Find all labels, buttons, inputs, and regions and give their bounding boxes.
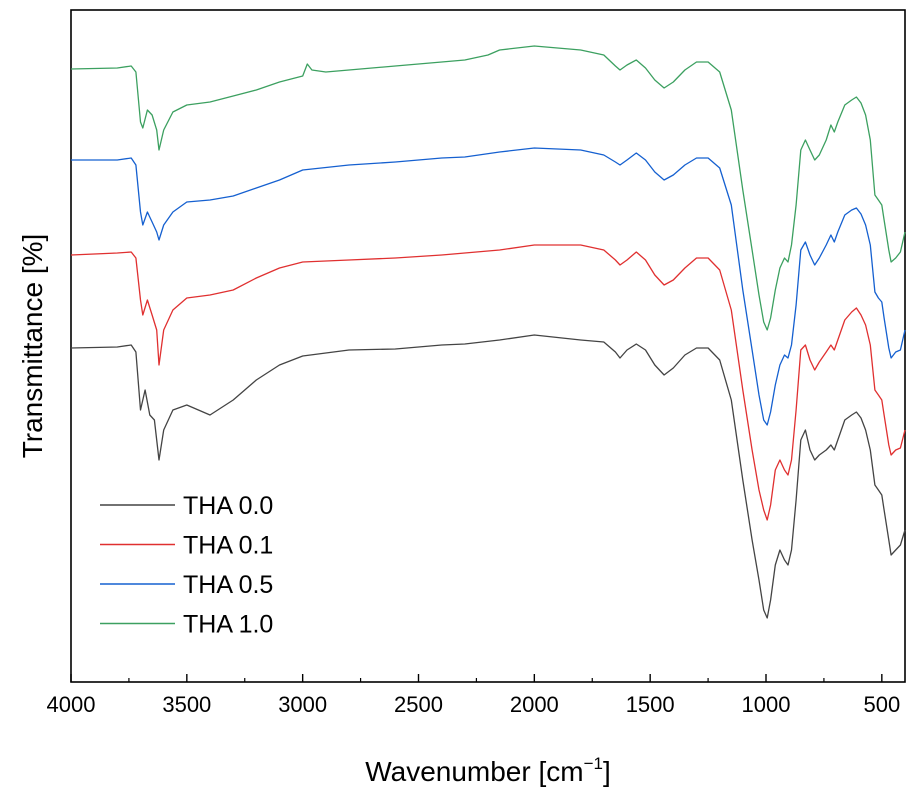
- x-tick-label-3: 2500: [394, 692, 443, 717]
- y-axis-title: Transmittance [%]: [17, 234, 48, 459]
- series-line-1: [70, 244, 906, 521]
- x-tick-label-7: 500: [863, 692, 900, 717]
- legend-label-2: THA 0.5: [183, 571, 273, 599]
- x-axis-title: Wavenumber [cm−1]: [365, 754, 611, 787]
- legend-label-1: THA 0.1: [183, 532, 273, 560]
- series-layer: [70, 45, 906, 619]
- legend: THA 0.0 THA 0.1 THA 0.5 THA 1.0: [100, 492, 273, 639]
- x-tick-label-5: 1500: [626, 692, 675, 717]
- x-axis: 4000 3500 3000 2500 2000 1500 1000 500: [47, 674, 900, 717]
- x-tick-label-6: 1000: [742, 692, 791, 717]
- x-tick-label-4: 2000: [510, 692, 559, 717]
- legend-label-0: THA 0.0: [183, 492, 273, 520]
- x-tick-label-0: 4000: [47, 692, 96, 717]
- legend-label-3: THA 1.0: [183, 611, 273, 639]
- series-line-3: [70, 45, 906, 331]
- plot-frame: [70, 9, 906, 683]
- x-tick-label-1: 3500: [162, 692, 211, 717]
- x-tick-label-2: 3000: [278, 692, 327, 717]
- series-line-2: [71, 147, 906, 426]
- series-line-0: [70, 334, 906, 619]
